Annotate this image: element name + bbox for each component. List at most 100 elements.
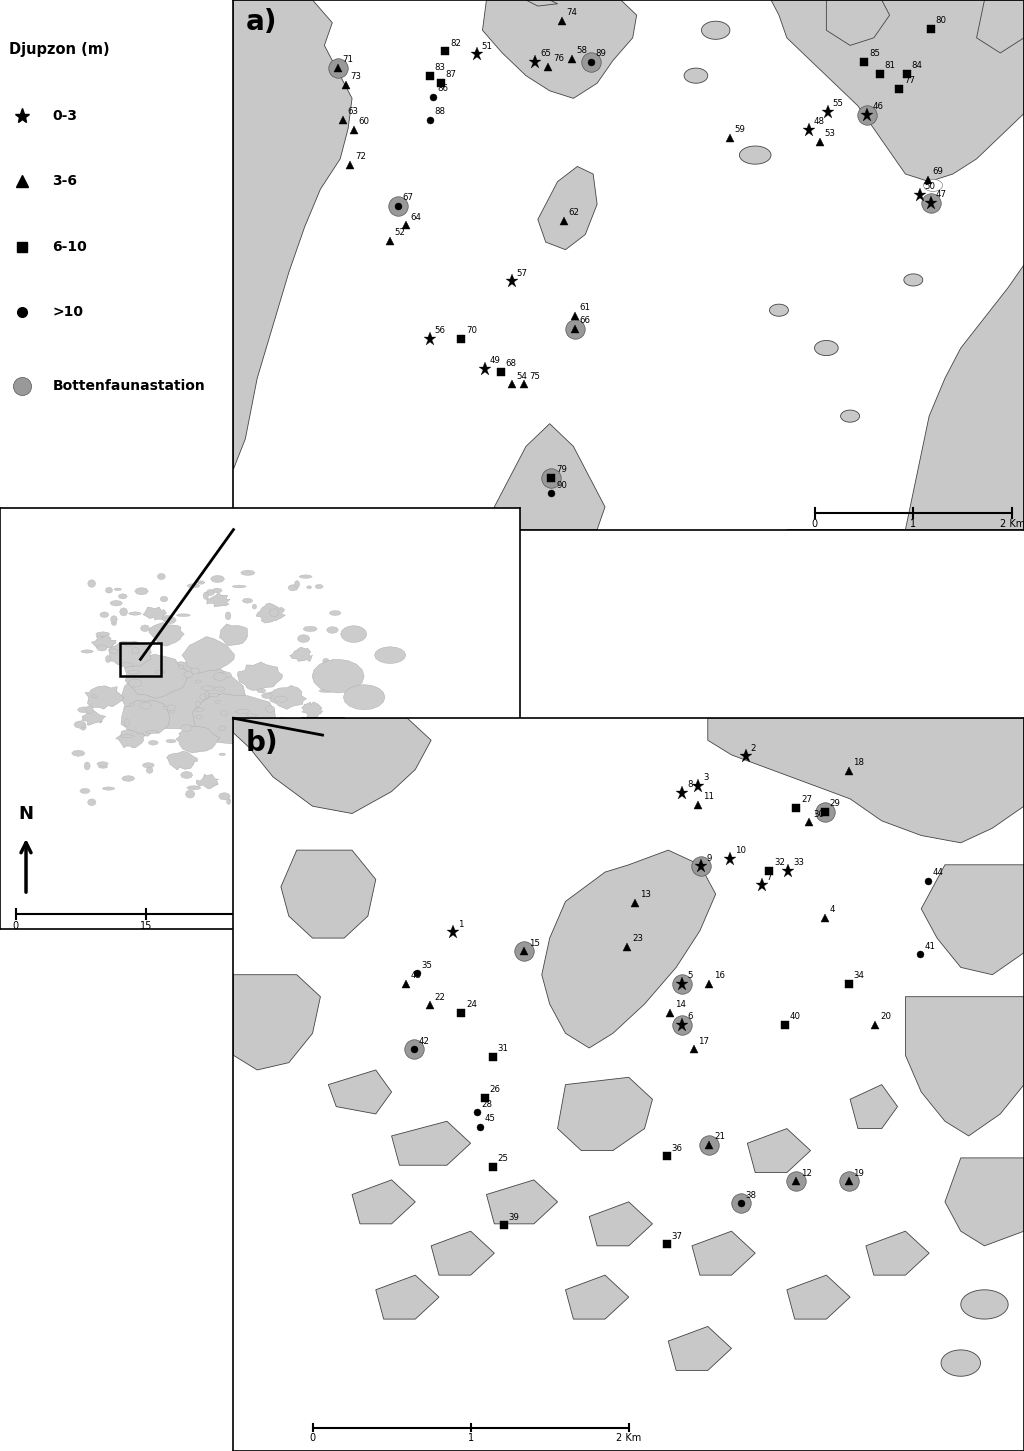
Polygon shape: [495, 424, 605, 530]
Text: 59: 59: [734, 125, 745, 133]
Polygon shape: [178, 665, 184, 669]
Polygon shape: [139, 702, 152, 710]
Polygon shape: [186, 785, 201, 789]
Text: 44: 44: [932, 868, 943, 878]
Polygon shape: [132, 647, 139, 654]
Text: 40: 40: [790, 1011, 801, 1022]
Polygon shape: [318, 689, 333, 692]
Text: 66: 66: [580, 316, 591, 325]
Polygon shape: [207, 592, 230, 607]
Polygon shape: [126, 644, 132, 647]
Text: 77: 77: [904, 77, 914, 86]
Polygon shape: [786, 264, 1024, 530]
Polygon shape: [538, 167, 597, 250]
Text: 52: 52: [394, 228, 406, 237]
Polygon shape: [904, 274, 923, 286]
Text: 11: 11: [703, 792, 714, 801]
Polygon shape: [146, 768, 154, 773]
Text: 58: 58: [577, 46, 588, 55]
Polygon shape: [233, 975, 321, 1069]
Polygon shape: [122, 775, 135, 782]
Text: 0: 0: [12, 920, 18, 930]
Polygon shape: [148, 622, 184, 646]
Polygon shape: [167, 705, 176, 711]
Polygon shape: [241, 570, 255, 576]
Polygon shape: [218, 792, 230, 800]
Polygon shape: [287, 778, 295, 785]
Text: 51: 51: [481, 42, 493, 51]
Polygon shape: [315, 585, 324, 589]
Text: 70: 70: [466, 326, 477, 335]
Polygon shape: [226, 798, 230, 805]
Polygon shape: [160, 596, 168, 602]
Polygon shape: [205, 691, 209, 698]
Polygon shape: [121, 662, 246, 730]
Text: 90: 90: [556, 480, 567, 489]
Polygon shape: [312, 659, 365, 694]
Text: 43: 43: [411, 971, 422, 979]
Polygon shape: [376, 1275, 439, 1319]
Polygon shape: [220, 711, 227, 715]
Polygon shape: [233, 0, 352, 469]
Polygon shape: [187, 583, 200, 588]
Text: 3-6: 3-6: [52, 174, 78, 189]
Polygon shape: [786, 1275, 850, 1319]
Polygon shape: [771, 0, 1024, 181]
Text: 13: 13: [640, 891, 651, 900]
Polygon shape: [201, 686, 215, 691]
Text: 16: 16: [714, 971, 725, 979]
Polygon shape: [85, 686, 124, 710]
Polygon shape: [208, 694, 219, 696]
Polygon shape: [183, 672, 193, 678]
Polygon shape: [565, 1275, 629, 1319]
Polygon shape: [306, 788, 319, 795]
Polygon shape: [86, 705, 93, 714]
Text: 72: 72: [355, 152, 367, 161]
Polygon shape: [96, 644, 108, 651]
Polygon shape: [213, 672, 226, 681]
Text: 76: 76: [553, 54, 564, 62]
Polygon shape: [684, 68, 708, 83]
Polygon shape: [118, 593, 127, 599]
Text: 89: 89: [596, 49, 606, 58]
Polygon shape: [200, 694, 207, 699]
Polygon shape: [110, 649, 118, 653]
Polygon shape: [91, 634, 116, 650]
Polygon shape: [87, 798, 96, 805]
Polygon shape: [748, 1129, 811, 1172]
Text: a): a): [246, 7, 276, 36]
Polygon shape: [692, 1230, 756, 1275]
Polygon shape: [166, 739, 176, 743]
Polygon shape: [281, 850, 376, 937]
Polygon shape: [164, 617, 176, 624]
Polygon shape: [322, 791, 333, 795]
Polygon shape: [237, 800, 252, 804]
Text: 1: 1: [468, 1432, 474, 1442]
Text: 0: 0: [811, 518, 817, 528]
Text: 57: 57: [516, 268, 527, 277]
Polygon shape: [850, 1084, 897, 1129]
Polygon shape: [290, 647, 312, 662]
Polygon shape: [215, 701, 220, 704]
Polygon shape: [701, 22, 730, 39]
Polygon shape: [195, 708, 204, 711]
Polygon shape: [278, 750, 292, 756]
Text: 74: 74: [566, 9, 578, 17]
Text: 48: 48: [814, 118, 824, 126]
Text: 28: 28: [481, 1100, 493, 1109]
Text: 22: 22: [434, 992, 445, 1001]
Polygon shape: [335, 756, 341, 760]
Polygon shape: [203, 592, 209, 599]
Polygon shape: [148, 740, 159, 746]
Polygon shape: [261, 692, 272, 699]
Polygon shape: [242, 598, 253, 604]
Text: 50: 50: [925, 183, 935, 192]
Text: 73: 73: [350, 73, 361, 81]
Text: 81: 81: [885, 61, 896, 70]
Polygon shape: [303, 625, 317, 631]
Text: 31: 31: [498, 1045, 509, 1053]
Text: 61: 61: [580, 303, 591, 312]
Polygon shape: [265, 705, 275, 712]
Text: 1: 1: [458, 920, 464, 929]
Text: 79: 79: [556, 466, 567, 474]
